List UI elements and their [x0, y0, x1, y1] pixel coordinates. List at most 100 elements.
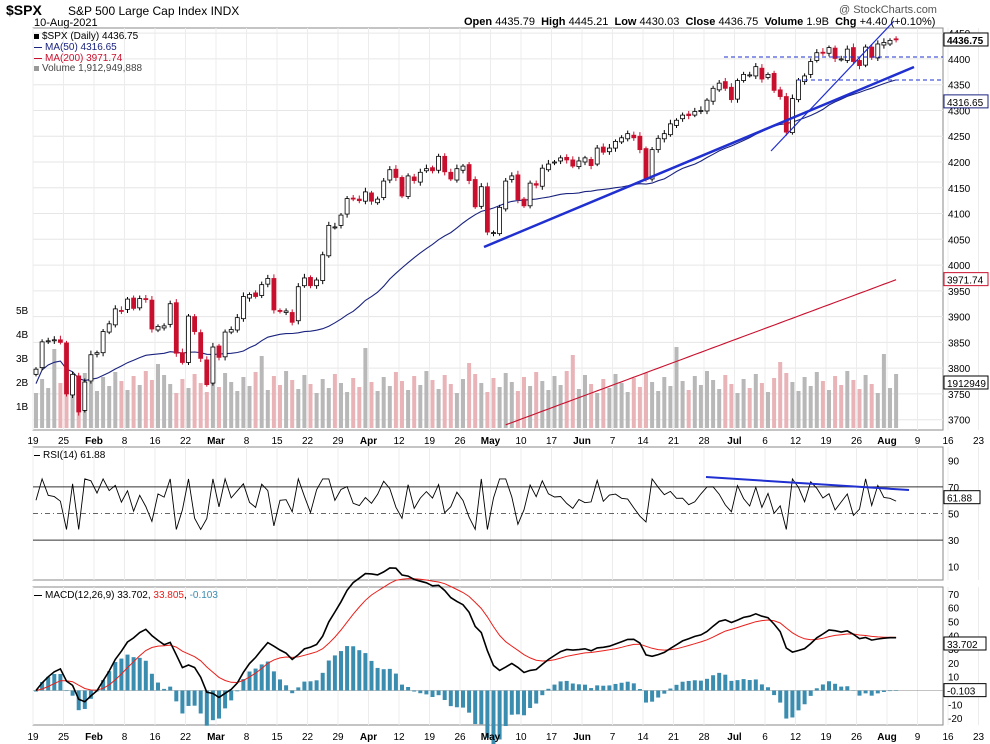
macd-histogram-bar [34, 690, 38, 692]
macd-histogram-bar [70, 690, 75, 696]
volume-bar [503, 373, 508, 428]
macd-histogram-bar [522, 690, 526, 716]
macd-histogram-bar [308, 681, 313, 691]
volume-bar [576, 389, 581, 428]
volume-bar [540, 381, 545, 428]
candle-body [594, 147, 600, 165]
candle-body [240, 296, 246, 320]
candle-body [82, 381, 88, 411]
candle-body [527, 182, 533, 207]
macd-histogram-bar [448, 690, 453, 707]
macd-histogram-bar [351, 646, 356, 691]
candle-body [271, 278, 277, 311]
date-tick-label: 16 [942, 436, 954, 447]
date-tick-label: 8 [244, 436, 250, 447]
macd-histogram-bar [497, 690, 502, 740]
candle-body [64, 342, 69, 395]
macd-histogram-bar [302, 681, 307, 691]
macd-histogram-bar [772, 690, 777, 696]
date-tick-label: Mar [207, 436, 225, 447]
macd-histogram-bar [180, 690, 185, 714]
volume-bar [162, 375, 167, 428]
volume-bar [52, 349, 57, 428]
candle-body [484, 186, 490, 233]
date-tick-label: 12 [790, 732, 802, 743]
candle-body [625, 133, 631, 140]
macd-histogram-bar [686, 680, 691, 691]
macd-histogram-bar [644, 690, 648, 703]
date-tick-label: 25 [58, 436, 70, 447]
volume-bar [418, 385, 423, 428]
volume-bar [583, 375, 587, 428]
volume-bar [34, 393, 38, 428]
date-tick-label: 12 [393, 732, 405, 743]
date-tick-label: 19 [27, 732, 39, 743]
candle-body [210, 346, 216, 384]
volume-bar [601, 379, 606, 428]
macd-histogram-bar [625, 681, 630, 691]
volume-bar [290, 380, 295, 428]
volume-bar [698, 385, 703, 428]
macd-histogram-bar [192, 690, 197, 706]
volume-bar [784, 373, 789, 428]
volume-bar [345, 392, 350, 428]
macd-histogram-bar [759, 684, 764, 691]
macd-histogram-bar [650, 690, 655, 702]
rsi-panel [33, 476, 943, 541]
candle-body [344, 198, 350, 215]
macd-histogram-bar [875, 690, 880, 694]
rsi-tick-label: 30 [948, 536, 960, 547]
date-tick-label: 15 [271, 436, 283, 447]
candle-body [39, 341, 45, 369]
volume-bar [284, 371, 289, 428]
volume-bar [747, 388, 752, 428]
macd-histogram-bar [705, 678, 709, 691]
date-tick-label: 28 [698, 732, 710, 743]
date-tick-label: 7 [610, 732, 616, 743]
volume-tick-label: 5B [16, 306, 29, 317]
macd-histogram-bar [576, 684, 581, 691]
candle-body [668, 123, 673, 136]
macd-histogram-bar [143, 660, 148, 691]
rsi-last-box [943, 490, 981, 505]
candle-body [704, 99, 710, 112]
volume-bar [101, 377, 106, 428]
macd-histogram-bar [137, 657, 142, 691]
legend-ma200: MA(200) 3971.74 [34, 53, 122, 64]
candle-body [186, 315, 191, 363]
candle-body [472, 179, 478, 208]
volume-bar [64, 392, 69, 428]
candle-body [729, 86, 734, 101]
macd-histogram-bar [637, 689, 642, 691]
macd-histogram-bar [88, 690, 93, 699]
price-tick-label: 3950 [948, 287, 971, 298]
candle-body [259, 284, 265, 296]
date-tick-label: Jun [573, 436, 591, 447]
candle-body [405, 175, 411, 197]
macd-swatch-icon [34, 594, 42, 596]
volume-bar [473, 374, 478, 428]
macd-histogram-bar [332, 655, 337, 691]
macd-histogram-bar [595, 685, 600, 691]
candle-body [387, 169, 393, 181]
volume-bar [387, 386, 392, 428]
candle-body [326, 224, 332, 257]
macd-histogram-bar [784, 690, 789, 719]
macd-histogram-bar [162, 688, 167, 691]
macd-histogram-bar [656, 690, 661, 698]
volume-bar [759, 383, 764, 428]
candle-body [70, 373, 75, 396]
date-tick-label: 19 [424, 732, 436, 743]
date-tick-label: 17 [546, 732, 558, 743]
price-tick-label: 3750 [948, 390, 971, 401]
date-tick-label: 26 [851, 436, 863, 447]
volume-bar [192, 374, 197, 428]
candle-body [503, 180, 509, 210]
volume-bar [644, 373, 648, 428]
volume-bar [741, 379, 746, 428]
date-tick-label: Aug [877, 732, 896, 743]
macd-histogram-bar [424, 690, 429, 695]
volume-bar [851, 380, 856, 428]
rsi-swatch-icon [34, 454, 40, 456]
